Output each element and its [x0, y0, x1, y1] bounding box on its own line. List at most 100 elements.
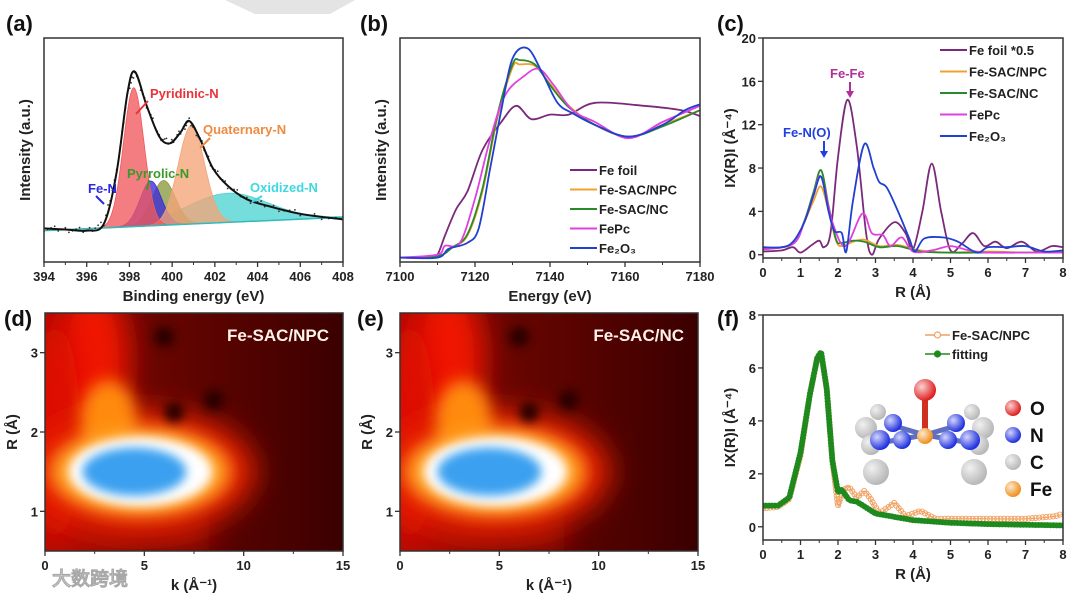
raw-data-point [224, 180, 227, 182]
raw-data-point [263, 205, 266, 208]
data-marker [1036, 514, 1043, 521]
raw-data-point [260, 200, 263, 202]
y-tick-label: 3 [386, 346, 393, 361]
watermark-text: 大数跨境 [52, 567, 128, 590]
data-marker [837, 495, 844, 502]
raw-data-point [94, 227, 97, 230]
y-tick-label: 0 [749, 520, 756, 535]
data-marker [844, 484, 851, 491]
panel-d: Fe-SAC/NPC 0 5 10 15 1 2 3 k (Å⁻¹) R (Å) (d) [4, 306, 350, 594]
legend-label: FePc [969, 108, 1000, 123]
annotation-arrow [251, 195, 263, 203]
panel-label: (b) [360, 11, 388, 36]
x-tick-label: 404 [247, 269, 269, 284]
y-axis-label: Intensity (a.u.) [17, 99, 34, 201]
data-marker [1025, 515, 1032, 522]
raw-data-point [216, 170, 219, 173]
heatmap-title: Fe-SAC/NPC [227, 326, 329, 345]
heatmap-dark-spot [164, 402, 185, 423]
x-tick-label: 5 [947, 547, 954, 562]
data-marker [1043, 513, 1050, 521]
raw-data-point [299, 214, 302, 217]
y-axis-label: IX(R)I (Å⁻⁴) [722, 108, 739, 188]
x-tick-label: 7100 [386, 269, 415, 284]
data-marker [1029, 515, 1036, 522]
x-tick-label: 15 [336, 558, 350, 573]
data-marker [925, 511, 932, 518]
x-axis-label: R (Å) [895, 284, 931, 301]
fit-marker [1059, 522, 1063, 529]
raw-data-point [130, 81, 132, 84]
raw-data-point [249, 202, 252, 204]
panel-label: (e) [357, 306, 384, 331]
x-tick-label: 15 [691, 558, 705, 573]
x-tick-label: 5 [947, 265, 954, 280]
legend-label: fitting [952, 347, 988, 362]
y-tick-label: 2 [386, 425, 393, 440]
x-tick-label: 7140 [536, 269, 565, 284]
x-tick-label: 402 [204, 269, 226, 284]
plot-area [400, 46, 700, 260]
envelope-line [44, 70, 343, 232]
x-tick-label: 1 [797, 265, 804, 280]
y-tick-label: 0 [749, 248, 756, 263]
plot-area [763, 98, 1063, 256]
x-tick-label: 396 [76, 269, 98, 284]
x-tick-label: 10 [236, 558, 250, 573]
heatmap-title: Fe-SAC/NC [593, 326, 684, 345]
x-tick-label: 2 [834, 265, 841, 280]
x-tick-label: 7 [1022, 265, 1029, 280]
raw-data-point [170, 138, 173, 141]
raw-data-point [184, 128, 186, 131]
x-tick-label: 7 [1022, 547, 1029, 562]
raw-data-point [185, 124, 188, 127]
x-tick-label: 0 [759, 265, 766, 280]
heatmap-maximum [437, 447, 542, 496]
data-marker [869, 499, 876, 506]
x-tick-label: 1 [797, 547, 804, 562]
legend-label: Fe-SAC/NPC [599, 183, 678, 198]
data-marker [997, 515, 1004, 522]
raw-data-point [313, 213, 316, 215]
x-tick-label: 0 [759, 547, 766, 562]
data-marker [912, 509, 919, 516]
series-line [400, 67, 700, 259]
data-marker [915, 508, 922, 515]
raw-data-point [57, 230, 60, 232]
heatmap-maximum [82, 447, 187, 496]
x-tick-label: 0 [396, 558, 403, 573]
heatmap-dark-spot [203, 390, 224, 411]
raw-data-point [88, 226, 91, 229]
x-tick-label: 7160 [611, 269, 640, 284]
arrow-down-icon [820, 151, 828, 158]
arrow-down-icon [846, 91, 854, 98]
panel-c: Fe foil *0.5 Fe-SAC/NPC Fe-SAC/NC FePc Fe₂O₃… [717, 11, 1067, 301]
series-line [763, 142, 1063, 254]
raw-data-point [100, 221, 102, 224]
baseline [44, 216, 343, 232]
annotation-label: Fe-N(O) [783, 125, 831, 140]
y-axis-label: R (Å) [359, 414, 376, 450]
legend-label: Fe₂O₃ [969, 129, 1006, 144]
data-marker [1004, 515, 1011, 522]
data-marker [1011, 515, 1018, 522]
x-tick-label: 3 [872, 265, 879, 280]
panel-label: (d) [4, 306, 32, 331]
y-axis-label: IX(R)I (Å⁻⁴) [722, 388, 739, 468]
data-marker [1015, 515, 1022, 522]
y-tick-label: 2 [31, 425, 38, 440]
x-tick-label: 2 [834, 547, 841, 562]
data-marker [1008, 515, 1015, 522]
data-marker [871, 502, 878, 509]
panel-label: (c) [717, 11, 744, 36]
data-marker [1039, 514, 1046, 521]
annotation-arrow [146, 179, 150, 191]
legend-label: Fe-SAC/NC [969, 86, 1039, 101]
raw-data-point [64, 226, 67, 229]
panel-a: Pyridinic-N Quaternary-N Pyrrolic-N Fe-N Oxi… [6, 11, 354, 305]
heatmap-dark-spot [509, 326, 530, 347]
atom-legend-label: C [1030, 453, 1044, 474]
data-marker [1032, 514, 1039, 521]
data-marker [836, 498, 843, 505]
